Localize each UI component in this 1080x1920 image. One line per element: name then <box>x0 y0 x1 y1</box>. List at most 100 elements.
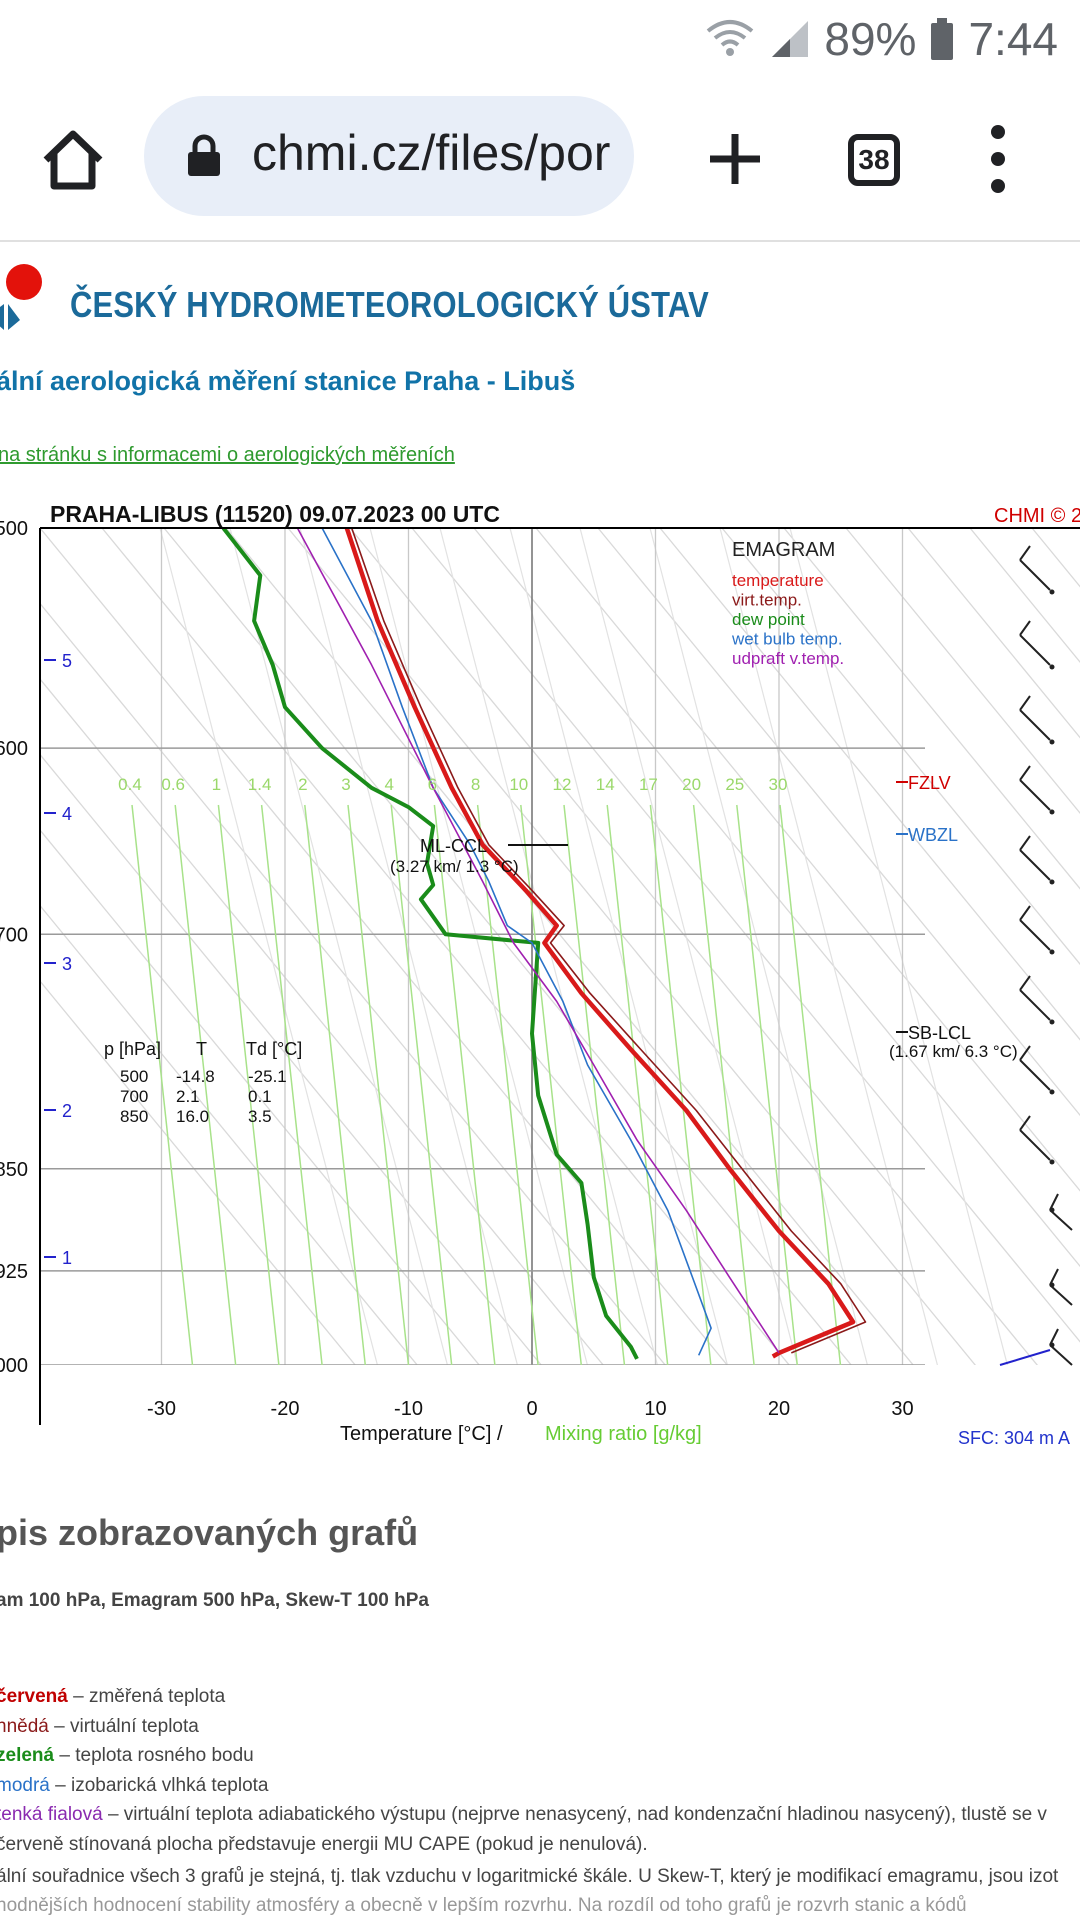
legend-desc-text: – virtuální teplota <box>48 1715 199 1737</box>
legend-entry: dew point <box>732 610 805 629</box>
mixing-ratio-line <box>433 804 496 1365</box>
height-tick-label: 1 <box>62 1248 72 1268</box>
description-legend: červená – změřená teplota hnědá – virtuá… <box>0 1682 1047 1859</box>
wind-barb <box>1019 835 1051 881</box>
mixing-ratio-label: 20 <box>682 775 701 794</box>
description-heading: pis zobrazovaných grafů <box>0 1512 419 1553</box>
height-tick-label: 3 <box>62 954 72 974</box>
mixing-ratio-label: 1.4 <box>248 775 272 794</box>
legend-desc-line: hnědá – virtuální teplota <box>0 1712 1047 1742</box>
mixing-ratio-label: 2 <box>298 775 307 794</box>
wind-barb-dot <box>1049 1159 1055 1165</box>
table-cell: 3.5 <box>248 1107 272 1126</box>
chart-title: PRAHA-LIBUS (11520) 09.07.2023 00 UTC <box>50 501 500 527</box>
pressure-tick-label: 700 <box>0 924 28 946</box>
home-button[interactable] <box>38 124 108 194</box>
url-text[interactable]: chmi.cz/files/por <box>252 125 611 181</box>
ml-ccl-value: (3.27 km/ 1.3 °C) <box>390 857 519 876</box>
dry-adiabat-line <box>225 528 915 1365</box>
signal-icon <box>770 19 810 59</box>
dry-adiabat-line <box>845 528 1080 815</box>
address-bar[interactable]: chmi.cz/files/por <box>144 96 634 216</box>
mixing-ratio-line <box>692 804 755 1365</box>
table-cell: 700 <box>120 1087 148 1106</box>
chart-credit: CHMI © 2 <box>994 505 1080 527</box>
legend-desc-text: – teplota rosného bodu <box>54 1745 254 1766</box>
legend-desc-key: tenká fialová <box>0 1804 103 1825</box>
table-header: p [hPa] <box>104 1039 161 1059</box>
pressure-tick-label: 000 <box>0 1355 28 1377</box>
legend-desc-text: červeně stínovaná plocha představuje ene… <box>0 1833 648 1855</box>
battery-icon <box>930 18 954 60</box>
wind-barb-dot <box>1049 589 1055 595</box>
legend-desc-key: červená <box>0 1686 68 1707</box>
new-tab-button[interactable] <box>700 124 770 194</box>
x-tick-label: -30 <box>147 1398 176 1420</box>
mixing-ratio-line <box>217 804 280 1365</box>
series-line-wet-bulb-temp <box>321 528 712 1356</box>
mixing-ratio-label: 14 <box>596 775 615 794</box>
mixing-ratio-line <box>390 804 453 1365</box>
emagram-chart: PRAHA-LIBUS (11520) 09.07.2023 00 UTC CHM… <box>0 500 1080 1500</box>
tab-switcher-button[interactable]: 38 <box>848 134 900 186</box>
legend-desc-line: tenká fialová – virtuální teplota adiaba… <box>0 1800 1047 1830</box>
mixing-ratio-line <box>131 804 194 1365</box>
table-cell: 2.1 <box>176 1087 200 1106</box>
legend-desc-key: zelená <box>0 1745 55 1766</box>
status-bar: 89% 7:44 <box>0 0 1080 78</box>
browser-toolbar: chmi.cz/files/por 38 <box>0 78 1080 242</box>
wind-barb <box>1019 905 1051 951</box>
table-cell: 0.1 <box>248 1087 272 1106</box>
moist-adiabat-line <box>159 528 379 1365</box>
x-tick-label: -20 <box>271 1398 300 1420</box>
wind-barb-dot <box>1049 1019 1055 1025</box>
wind-barb <box>1019 765 1051 811</box>
ml-ccl-label: ML-CCL <box>420 836 487 856</box>
legend-entry: temperature <box>732 571 824 590</box>
legend-desc-text: – izobarická vlhká teplota <box>49 1774 269 1796</box>
legend-desc-key: hnědá <box>0 1715 49 1737</box>
wind-barb-dot <box>1049 1282 1055 1288</box>
legend-entry: wet bulb temp. <box>731 630 843 649</box>
mixing-ratio-label: 25 <box>725 775 744 794</box>
overflow-menu-button[interactable] <box>980 122 1016 196</box>
table-cell: 16.0 <box>176 1107 209 1126</box>
battery-percent: 89% <box>824 13 917 65</box>
dry-adiabat-line <box>40 904 419 1365</box>
wind-barb-dot <box>1049 739 1055 745</box>
moist-adiabat-line <box>369 528 589 1365</box>
mixing-ratio-label: 12 <box>553 775 572 794</box>
series-line-virt-temp <box>350 528 867 1354</box>
mixing-ratio-label: 3 <box>341 775 350 794</box>
mixing-ratio-line <box>304 804 367 1365</box>
wifi-icon <box>704 19 756 59</box>
mixing-ratio-line <box>476 804 539 1365</box>
surface-wind-barb <box>999 1349 1051 1366</box>
wind-barb <box>1019 695 1051 741</box>
wind-barb <box>1019 545 1051 591</box>
paragraph-line: hodnějších hodnocení stability atmosféry… <box>0 1895 967 1916</box>
mixing-ratio-line <box>779 804 842 1365</box>
series-line-temperature <box>344 528 856 1359</box>
mixing-ratio-label: 6 <box>428 775 437 794</box>
wind-barb <box>1049 1268 1073 1306</box>
dry-adiabat-line <box>40 528 729 1365</box>
dry-adiabat-line <box>349 528 1039 1365</box>
legend-title: EMAGRAM <box>732 539 835 561</box>
mixing-ratio-label: 0.4 <box>118 775 142 794</box>
info-link[interactable]: na stránku s informacemi o aerologických… <box>0 444 455 466</box>
moist-adiabat-line <box>299 528 519 1365</box>
mixing-ratio-label: 4 <box>384 775 393 794</box>
wind-barb <box>1019 1045 1051 1091</box>
height-tick-label: 4 <box>62 804 72 824</box>
home-icon <box>43 130 103 190</box>
table-header: T <box>196 1039 207 1059</box>
x-tick-label: -10 <box>394 1398 423 1420</box>
mixing-ratio-line <box>260 804 323 1365</box>
wind-barb-dot <box>1049 809 1055 815</box>
moist-adiabat-line <box>789 528 1009 1365</box>
mixing-ratio-label: 8 <box>471 775 480 794</box>
height-tick-label: 2 <box>62 1101 72 1121</box>
legend-desc-line: červená – změřená teplota <box>0 1682 1047 1712</box>
web-page: ČESKÝ HYDROMETEOROLOGICKÝ ÚSTAV ální aer… <box>0 242 1080 1920</box>
